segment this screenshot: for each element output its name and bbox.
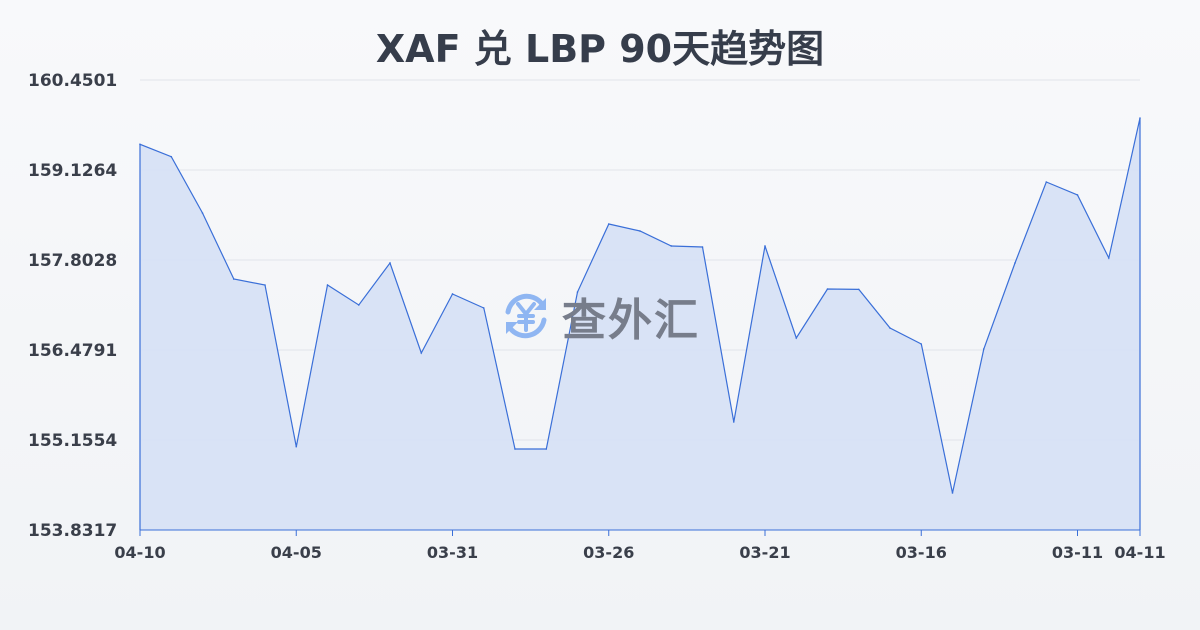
watermark-text: 查外汇 bbox=[562, 295, 700, 346]
data-point bbox=[170, 155, 173, 158]
data-point bbox=[232, 278, 235, 280]
yen-exchange-icon bbox=[505, 293, 547, 339]
x-tick-label: 04-05 bbox=[271, 543, 322, 562]
data-point bbox=[1045, 181, 1048, 183]
x-tick-label: 04-10 bbox=[114, 543, 165, 562]
x-tick-label: 03-11 bbox=[1052, 543, 1103, 562]
data-point bbox=[326, 284, 329, 286]
data-point bbox=[920, 343, 923, 345]
data-point bbox=[1139, 117, 1141, 119]
data-point bbox=[264, 284, 266, 286]
data-point bbox=[295, 445, 298, 448]
data-point bbox=[1076, 194, 1079, 196]
data-point bbox=[139, 143, 141, 146]
watermark: 查外汇 bbox=[500, 284, 700, 348]
data-point bbox=[639, 230, 641, 232]
x-tick-label: 04-11 bbox=[1114, 543, 1165, 562]
x-tick-label: 03-16 bbox=[896, 543, 947, 562]
y-tick-label: 157.8028 bbox=[28, 251, 117, 271]
data-point bbox=[201, 212, 204, 214]
y-tick-label: 159.1264 bbox=[28, 161, 117, 181]
data-point bbox=[1014, 262, 1016, 264]
chart-title: XAF 兑 LBP 90天趋势图 bbox=[375, 27, 825, 71]
y-tick-label: 160.4501 bbox=[28, 71, 117, 91]
y-tick-label: 153.8317 bbox=[28, 521, 117, 541]
data-point bbox=[826, 288, 829, 290]
y-tick-label: 156.4791 bbox=[28, 341, 117, 361]
data-point bbox=[389, 262, 391, 264]
data-point bbox=[857, 288, 860, 291]
y-tick-label: 155.1554 bbox=[28, 431, 117, 451]
data-point bbox=[357, 304, 360, 306]
data-point bbox=[951, 492, 954, 494]
x-tick-label: 03-31 bbox=[427, 543, 478, 562]
data-point bbox=[889, 327, 891, 329]
data-point bbox=[576, 291, 579, 293]
data-point bbox=[701, 246, 704, 248]
data-point bbox=[607, 223, 610, 225]
data-point bbox=[795, 337, 798, 339]
data-point bbox=[420, 352, 423, 354]
data-point bbox=[482, 307, 485, 309]
data-point bbox=[451, 293, 454, 295]
data-point bbox=[982, 348, 985, 350]
data-point bbox=[514, 448, 516, 450]
data-point bbox=[545, 448, 548, 450]
data-point bbox=[1107, 257, 1110, 259]
data-point bbox=[764, 245, 766, 247]
data-point bbox=[732, 421, 735, 423]
x-tick-label: 03-21 bbox=[739, 543, 790, 562]
x-tick-label: 03-26 bbox=[583, 543, 634, 562]
area-fill bbox=[140, 118, 1140, 530]
data-point bbox=[670, 245, 673, 247]
